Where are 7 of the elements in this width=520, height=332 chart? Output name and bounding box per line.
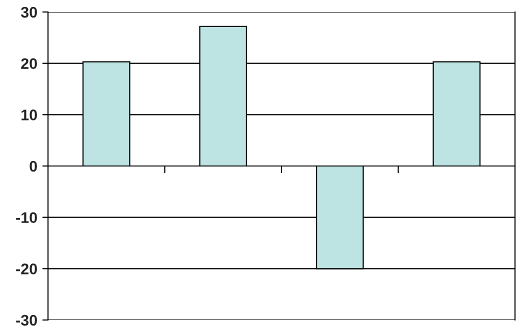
y-tick-label: -20 [16,264,37,274]
y-tick-label: -30 [16,314,37,326]
y-tick-label: 0 [30,160,37,172]
y-tick-label: -10 [16,212,37,224]
y-tick-label: 30 [20,6,37,18]
y-tick-label: 10 [22,110,37,120]
y-tick-label: 20 [21,58,37,70]
